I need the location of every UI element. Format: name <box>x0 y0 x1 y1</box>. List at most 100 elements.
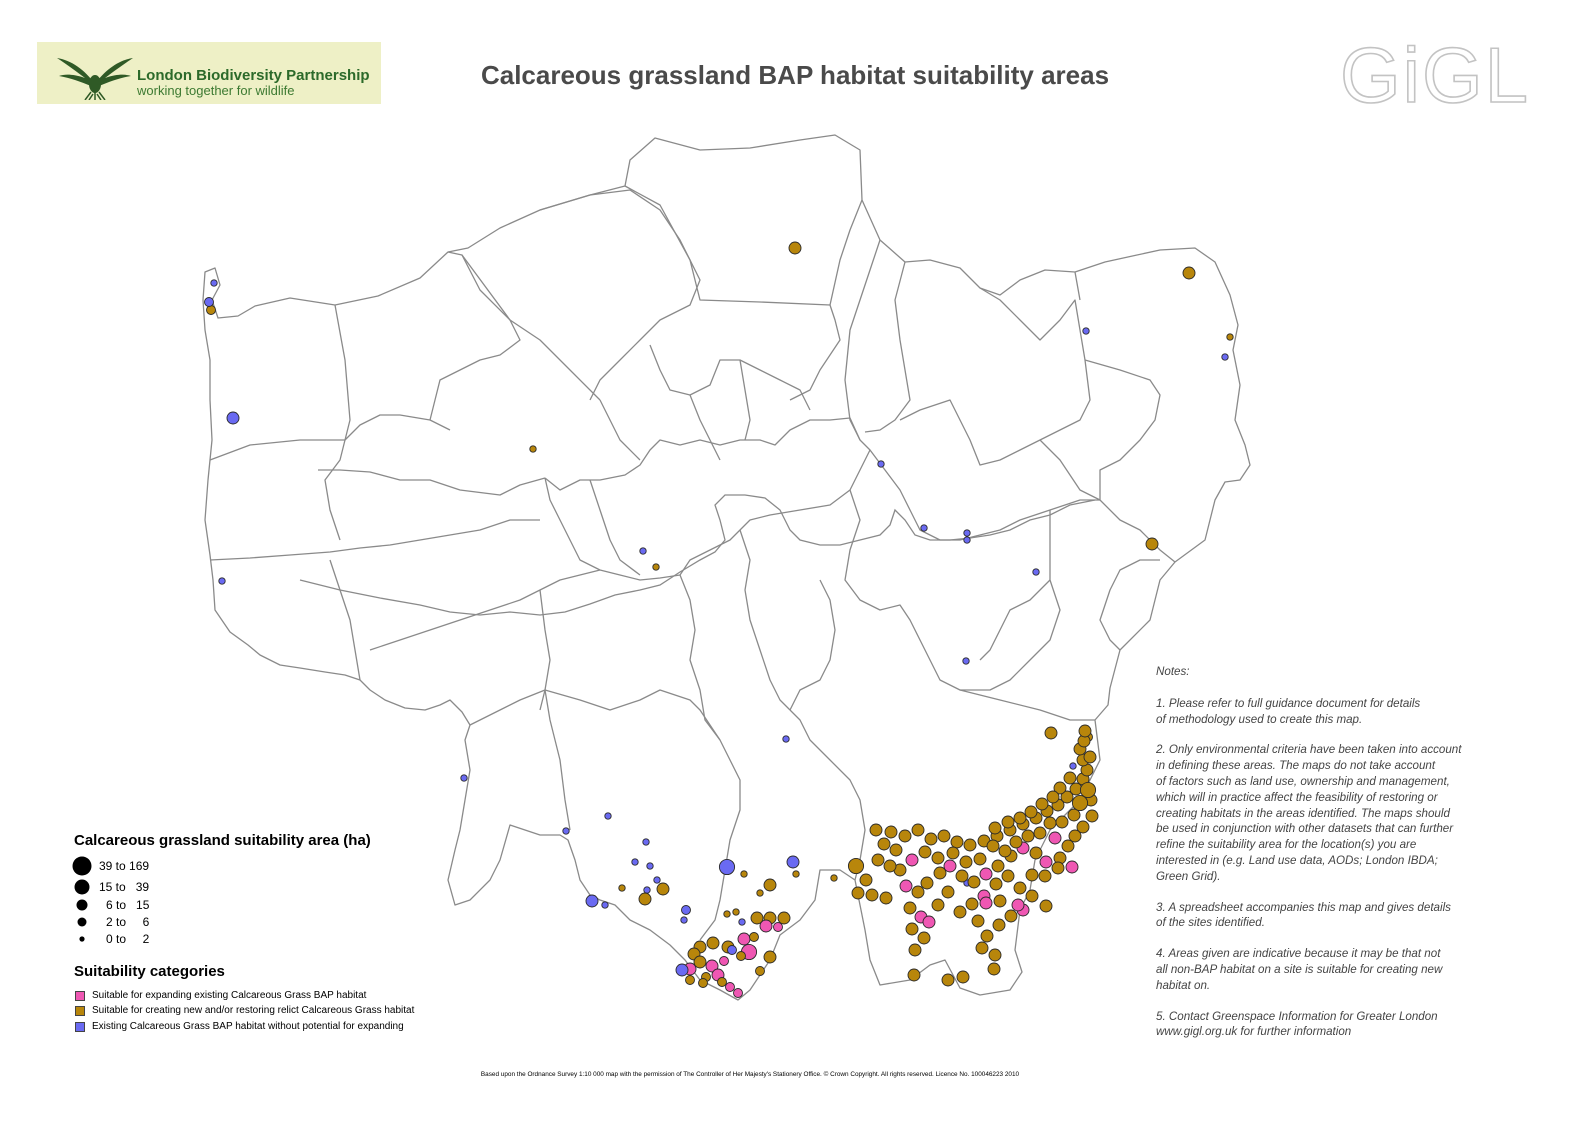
site-marker <box>963 529 971 537</box>
site-marker <box>903 901 917 915</box>
site-marker <box>965 897 979 911</box>
site-marker <box>991 859 1005 873</box>
site-marker <box>1021 829 1035 843</box>
site-marker <box>642 838 650 846</box>
site-marker <box>631 858 639 866</box>
site-marker <box>979 896 993 910</box>
site-marker <box>955 869 969 883</box>
site-marker <box>718 858 736 876</box>
size-label-15-39: 15 to 39 <box>99 880 150 894</box>
category-existing-label: Existing Calcareous Grass BAP habitat wi… <box>92 1021 404 1032</box>
site-marker <box>646 862 654 870</box>
site-marker <box>601 901 609 909</box>
site-marker <box>1024 805 1038 819</box>
site-marker <box>986 839 1000 853</box>
site-marker <box>643 886 651 894</box>
site-marker <box>877 837 891 851</box>
london-outer-boundary <box>202 134 1251 1001</box>
site-marker <box>1013 811 1027 825</box>
site-marker <box>980 929 994 943</box>
site-marker <box>998 844 1012 858</box>
site-marker <box>973 852 987 866</box>
site-marker <box>950 835 964 849</box>
site-marker <box>877 460 885 468</box>
size-symbol-6-15 <box>76 899 88 911</box>
logo-subtitle: working together for wildlife <box>137 83 295 98</box>
site-marker <box>736 951 746 961</box>
site-marker <box>898 829 912 843</box>
site-marker <box>979 867 993 881</box>
site-marker <box>460 774 468 782</box>
site-marker <box>941 973 955 987</box>
site-marker <box>1076 820 1090 834</box>
site-marker <box>859 873 873 887</box>
site-marker <box>749 932 759 942</box>
site-marker <box>971 914 985 928</box>
site-marker <box>756 889 764 897</box>
site-marker <box>962 657 970 665</box>
site-marker <box>529 445 537 453</box>
site-marker <box>1085 809 1099 823</box>
site-marker <box>1025 868 1039 882</box>
note-5: 5. Contact Greenspace Information for Gr… <box>1156 1009 1438 1039</box>
site-marker <box>1001 815 1015 829</box>
site-marker <box>681 905 691 915</box>
site-marker <box>993 894 1007 908</box>
site-marker <box>956 970 970 984</box>
site-marker <box>618 884 626 892</box>
site-marker <box>719 956 729 966</box>
site-marker <box>899 879 913 893</box>
site-marker <box>1044 726 1058 740</box>
river-thames <box>299 494 1096 616</box>
site-marker <box>1063 771 1077 785</box>
site-marker <box>941 885 955 899</box>
site-marker <box>931 898 945 912</box>
notes-heading: Notes: <box>1156 665 1190 678</box>
site-marker <box>1083 750 1097 764</box>
site-marker <box>987 962 1001 976</box>
site-marker <box>908 943 922 957</box>
site-marker <box>931 851 945 865</box>
gigl-logo: GiGL <box>1339 31 1531 119</box>
borough-boundaries <box>202 134 1251 1001</box>
site-marker <box>740 870 748 878</box>
site-marker <box>737 932 751 946</box>
site-marker <box>1029 846 1043 860</box>
site-marker <box>992 918 1006 932</box>
category-expanding-label: Suitable for expanding existing Calcareo… <box>92 990 367 1001</box>
size-symbol-0-2 <box>79 936 85 942</box>
site-marker <box>851 886 865 900</box>
site-marker <box>732 908 740 916</box>
swatch-creating <box>75 1006 85 1016</box>
site-marker <box>847 857 865 875</box>
site-marker <box>1013 881 1027 895</box>
site-marker <box>884 825 898 839</box>
site-marker <box>830 874 838 882</box>
site-marker <box>1078 724 1092 738</box>
site-marker <box>963 838 977 852</box>
site-marker <box>1011 898 1025 912</box>
site-marker <box>907 968 921 982</box>
site-marker <box>562 827 570 835</box>
size-label-6-15: 6 to 15 <box>106 898 150 912</box>
site-marker <box>680 916 688 924</box>
site-marker <box>1226 333 1234 341</box>
site-marker <box>763 950 777 964</box>
site-marker <box>698 978 708 988</box>
site-marker <box>937 829 951 843</box>
site-marker <box>953 905 967 919</box>
site-marker <box>755 966 765 976</box>
site-marker <box>905 853 919 867</box>
site-marker <box>723 910 731 918</box>
site-marker <box>1182 266 1196 280</box>
site-marker <box>792 870 800 878</box>
site-marker <box>653 876 661 884</box>
site-marker <box>656 882 670 896</box>
site-marker <box>1061 839 1075 853</box>
size-symbol-2-6 <box>77 917 87 927</box>
site-marker <box>975 941 989 955</box>
site-marker <box>989 877 1003 891</box>
site-marker <box>1053 781 1067 795</box>
site-marker <box>750 911 764 925</box>
site-marker <box>210 279 218 287</box>
